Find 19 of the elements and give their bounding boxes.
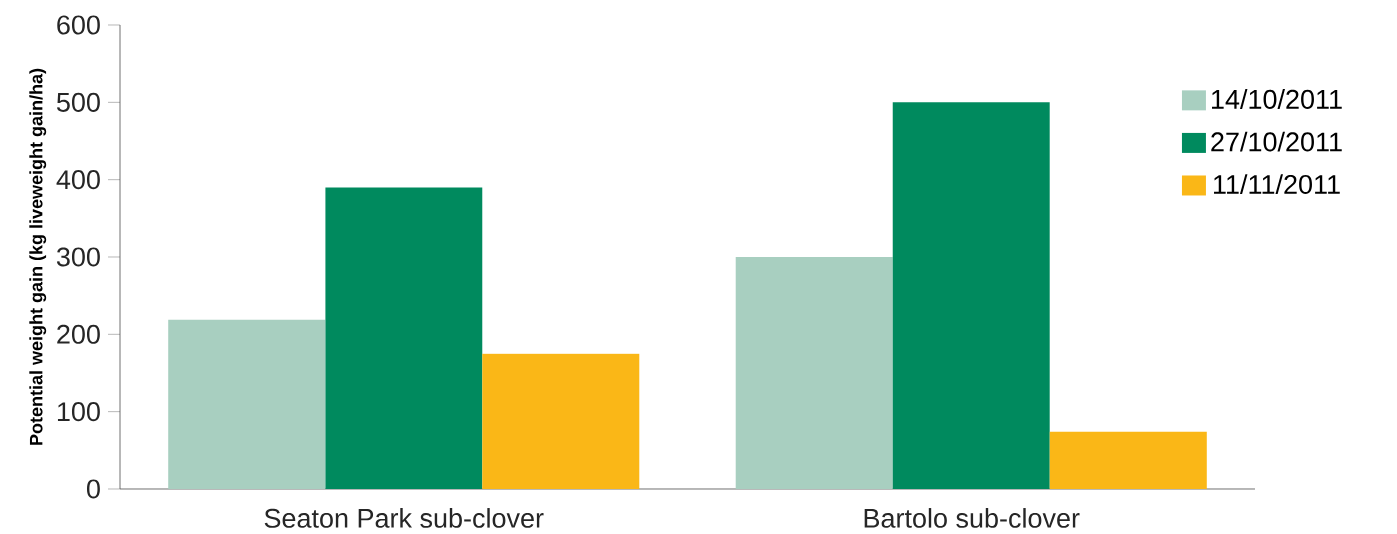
y-tick-label: 200: [57, 324, 100, 344]
legend-label: 27/10/2011: [1211, 131, 1342, 152]
x-tick-label: Seaton Park sub-clover: [264, 508, 544, 528]
bar: [482, 353, 640, 489]
y-tick-label: 0: [87, 479, 100, 499]
y-axis-title: Potential weight gain (kg liveweight gain/ha): [29, 68, 47, 445]
bar: [892, 102, 1050, 489]
bar: [325, 187, 483, 489]
y-tick-label: 400: [56, 170, 100, 190]
x-tick-label: Bartolo sub-clover: [864, 508, 1080, 528]
bar: [168, 319, 326, 489]
y-tick-label: 600: [57, 15, 100, 35]
bar: [735, 256, 893, 489]
legend-label: 11/11/2011: [1214, 174, 1340, 195]
y-tick-label: 100: [57, 402, 100, 422]
legend-label: 14/10/2011: [1212, 89, 1342, 109]
y-tick-label: 300: [56, 247, 100, 267]
bar: [1049, 431, 1207, 489]
y-tick-label: 500: [56, 92, 100, 112]
